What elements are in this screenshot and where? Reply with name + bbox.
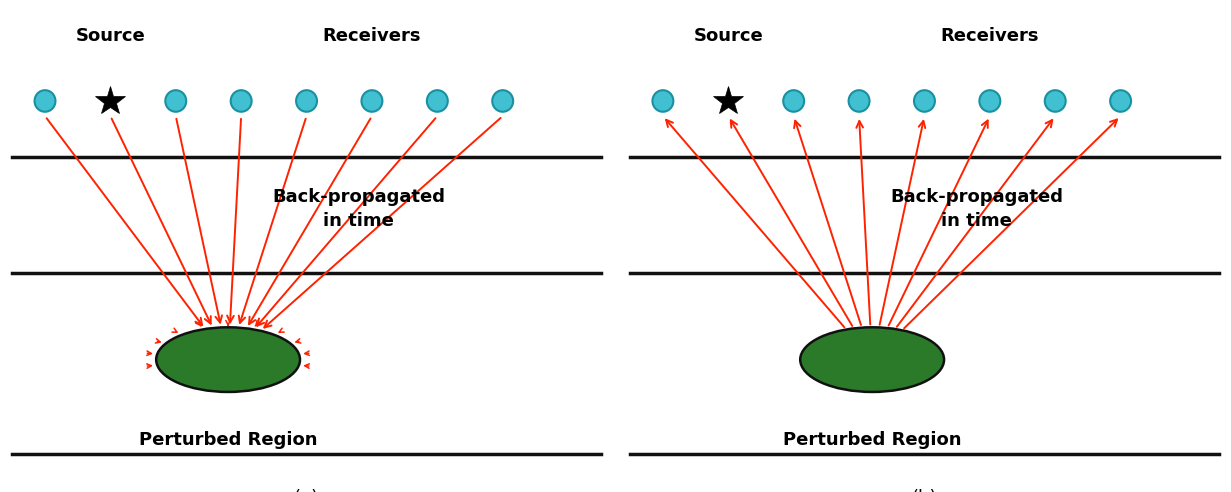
Ellipse shape (1045, 90, 1066, 112)
Ellipse shape (427, 90, 448, 112)
Text: Receivers: Receivers (323, 27, 421, 45)
Ellipse shape (980, 90, 1001, 112)
Ellipse shape (34, 90, 55, 112)
Text: Source: Source (693, 27, 763, 45)
Text: (a): (a) (294, 489, 319, 492)
Ellipse shape (297, 90, 318, 112)
Text: Perturbed Region: Perturbed Region (783, 431, 961, 449)
Ellipse shape (783, 90, 804, 112)
Text: Back-propagated
in time: Back-propagated in time (890, 188, 1064, 230)
Text: Back-propagated
in time: Back-propagated in time (272, 188, 446, 230)
Ellipse shape (362, 90, 383, 112)
Text: (b): (b) (912, 489, 937, 492)
Text: Source: Source (75, 27, 145, 45)
Ellipse shape (913, 90, 934, 112)
Ellipse shape (800, 327, 944, 392)
Text: Perturbed Region: Perturbed Region (139, 431, 318, 449)
Ellipse shape (652, 90, 673, 112)
Ellipse shape (156, 327, 300, 392)
Text: Receivers: Receivers (940, 27, 1039, 45)
Ellipse shape (1110, 90, 1131, 112)
Ellipse shape (848, 90, 869, 112)
Ellipse shape (492, 90, 513, 112)
Ellipse shape (165, 90, 186, 112)
Ellipse shape (230, 90, 251, 112)
